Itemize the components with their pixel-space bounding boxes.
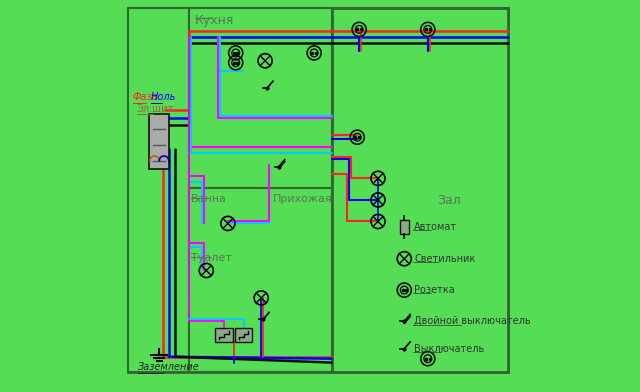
Bar (189, 8, 332, 188)
Text: Заземление: Заземление (138, 363, 200, 372)
Text: Двойной выключатель: Двойной выключатель (414, 316, 531, 327)
Text: Автомат: Автомат (414, 222, 457, 232)
Text: Ванна: Ванна (191, 194, 227, 204)
Bar (128, 8, 189, 372)
Text: Кухня: Кухня (195, 14, 234, 27)
Text: Фаза: Фаза (132, 92, 158, 102)
Bar (332, 8, 508, 372)
Text: Прихожая: Прихожая (273, 194, 333, 204)
Bar (399, 220, 409, 234)
Bar (150, 114, 169, 169)
Bar (189, 188, 257, 294)
Text: Ноль: Ноль (150, 92, 176, 102)
Bar (235, 328, 252, 342)
Text: Розетка: Розетка (414, 285, 455, 295)
Bar (189, 188, 332, 372)
Bar (215, 328, 232, 342)
Text: Эл.щит: Эл.щит (136, 104, 174, 114)
Text: Выключатель: Выключатель (414, 344, 484, 354)
Text: Туалет: Туалет (191, 253, 232, 263)
Text: Зал: Зал (438, 194, 461, 207)
Text: Светильник: Светильник (414, 254, 476, 264)
